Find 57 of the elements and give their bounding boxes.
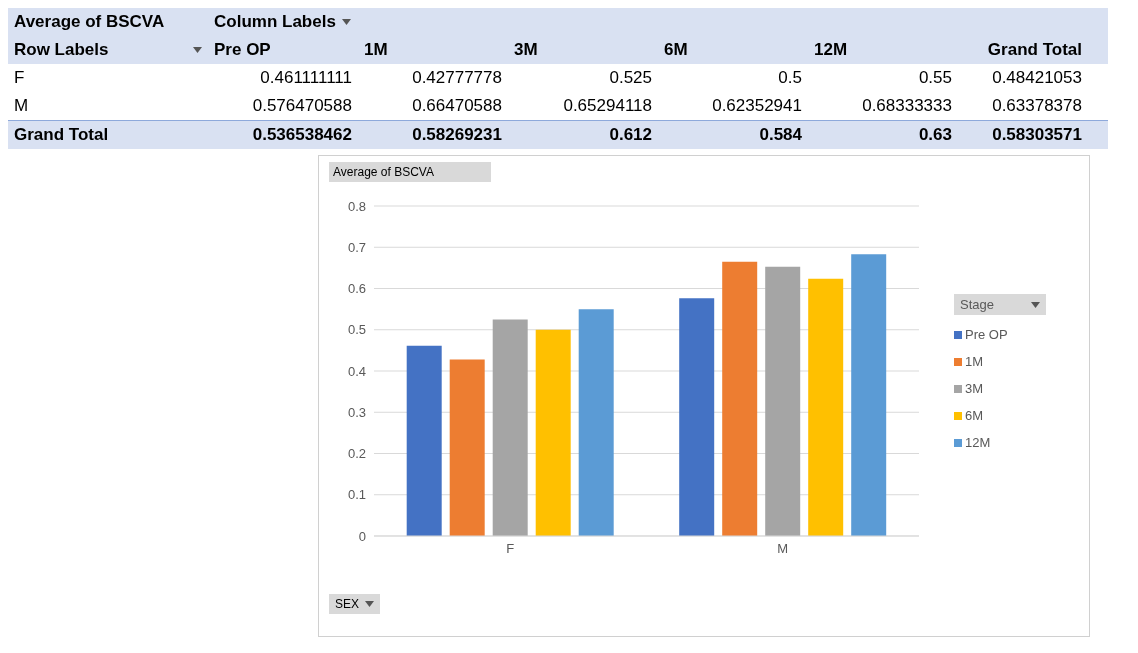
text: 6M (663, 39, 689, 61)
bar (535, 329, 571, 536)
text: M (13, 95, 30, 117)
text: 0.461111111 (259, 67, 353, 89)
y-tick-label: 0.6 (347, 281, 366, 297)
y-tick-label: 0.1 (347, 487, 366, 503)
y-tick-label: 0.5 (347, 322, 366, 338)
bar (449, 359, 485, 536)
text: 0.584 (758, 124, 803, 146)
text: 0.5 (777, 67, 803, 89)
bar (765, 266, 801, 536)
text: 0.576470588 (251, 95, 353, 117)
text: F (13, 67, 26, 89)
text: 0.612 (608, 124, 653, 146)
text: Grand Total (13, 124, 110, 146)
legend-label: 6M (964, 408, 985, 423)
text: 0.536538462 (251, 124, 353, 146)
y-tick-label: 0.8 (347, 198, 366, 214)
text: Row Labels (13, 39, 110, 61)
y-tick-label: 0.4 (347, 363, 366, 379)
text: 0.525 (608, 67, 653, 89)
text: Grand Total (986, 39, 1083, 61)
text: 0.58303571 (991, 124, 1083, 146)
text: 0.42777778 (411, 67, 503, 89)
text: 12M (813, 39, 849, 61)
legend-label: Pre OP (964, 327, 1009, 342)
bar (578, 309, 614, 536)
legend-title: Stage (954, 294, 1046, 315)
y-tick-label: 0.7 (347, 239, 366, 255)
text: 0.62352941 (711, 95, 803, 117)
text: 0.48421053 (991, 67, 1083, 89)
legend-label: 12M (964, 435, 992, 450)
text: Pre OP (213, 39, 272, 61)
text: 3M (513, 39, 539, 61)
text: 0.66470588 (411, 95, 503, 117)
bar (492, 319, 528, 536)
legend-label: 3M (964, 381, 985, 396)
chart-title: Average of BSCVA (329, 162, 491, 182)
text: Average of BSCVA (13, 11, 166, 33)
text: 0.58269231 (411, 124, 503, 146)
text: 1M (363, 39, 389, 61)
y-tick-label: 0.3 (347, 404, 366, 420)
text: 0.63 (917, 124, 953, 146)
bar (722, 261, 758, 536)
bar (851, 254, 887, 536)
legend-label: 1M (964, 354, 985, 369)
y-tick-label: 0 (358, 528, 366, 544)
x-axis-title: SEX (329, 594, 381, 614)
bar (679, 298, 715, 536)
bar (808, 278, 844, 536)
text: 0.65294118 (562, 95, 653, 117)
y-tick-label: 0.2 (347, 446, 366, 462)
text: 0.55 (917, 67, 953, 89)
text: 0.68333333 (861, 95, 953, 117)
text: Column Labels (213, 11, 337, 33)
bar (406, 345, 442, 536)
text: 0.63378378 (991, 95, 1083, 117)
